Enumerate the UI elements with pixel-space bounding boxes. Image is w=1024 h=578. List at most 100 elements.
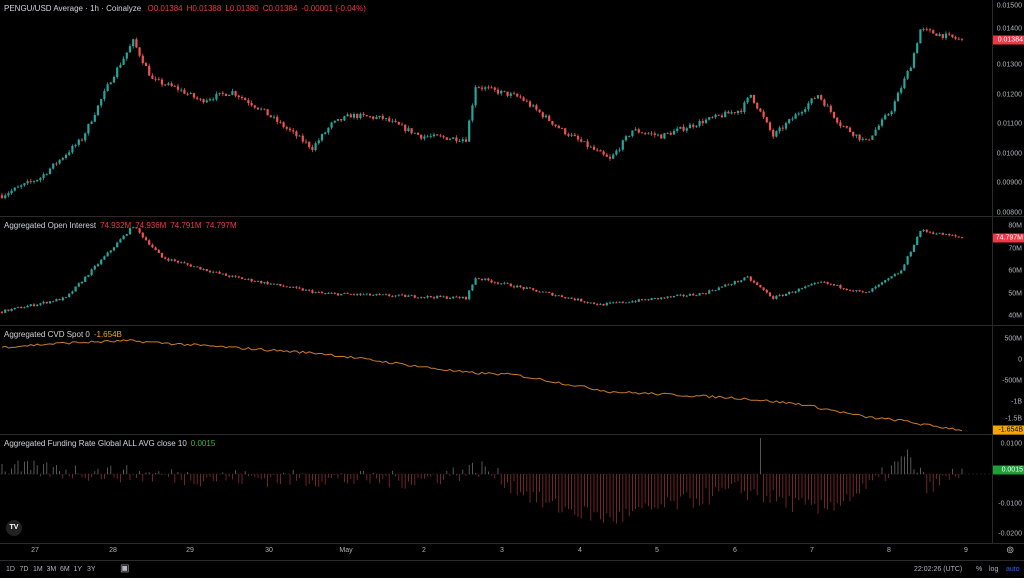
candle (765, 289, 768, 293)
candle (868, 139, 871, 141)
candle (692, 294, 695, 296)
funding-bar (683, 474, 684, 495)
candle (119, 239, 122, 243)
funding-bar (347, 474, 348, 484)
candle (432, 134, 436, 137)
funding-bar (344, 474, 345, 483)
candle (532, 105, 535, 107)
funding-bar (760, 438, 761, 475)
funding-bar (686, 474, 688, 493)
candle (724, 111, 727, 118)
funding-bar (116, 474, 118, 479)
funding-bar (184, 474, 185, 486)
candle (788, 291, 791, 294)
funding-bar (952, 468, 953, 475)
funding-bar (88, 474, 89, 481)
candle (551, 121, 554, 125)
candle (896, 92, 900, 102)
time-axis[interactable]: ⊚ 27 28 29 30 May 2 3 4 5 6 7 8 9 (0, 543, 1024, 561)
calendar-icon[interactable]: ▣ (120, 563, 130, 574)
funding-bar (801, 474, 803, 499)
funding-bar (356, 474, 358, 481)
funding-bar (545, 474, 547, 503)
price-pane[interactable]: PENGU/USD Average · 1h · Coinalyze O0.01… (0, 0, 1024, 217)
candle (45, 173, 48, 175)
candle (634, 301, 637, 303)
settings-icon[interactable]: ⊚ (1006, 545, 1015, 556)
funding-bar (72, 474, 73, 479)
candle (740, 280, 743, 282)
funding-axis[interactable]: 0.0100 -0.0100 -0.0200 0.0015 (992, 435, 1024, 543)
funding-bar (961, 468, 963, 475)
range-button-6M[interactable]: 6M (60, 566, 70, 573)
candle (372, 294, 375, 296)
funding-bar (148, 472, 150, 475)
candle (58, 299, 61, 301)
oi-axis[interactable]: 80M 70M 60M 50M 40M 74.797M (992, 217, 1024, 325)
candle (378, 115, 381, 118)
log-toggle[interactable]: log (989, 566, 999, 573)
funding-bar (472, 462, 473, 475)
funding-bar (318, 474, 320, 488)
candle (951, 235, 954, 237)
candle (682, 126, 685, 131)
funding-pane[interactable]: Aggregated Funding Rate Global ALL AVG c… (0, 435, 1024, 544)
axis-tick-label: 500M (1004, 335, 1022, 343)
candle (516, 93, 519, 97)
price-axis[interactable]: 0.01500 0.01400 0.01300 0.01200 0.01100 0.010… (992, 0, 1024, 217)
range-button-3M[interactable]: 3M (46, 566, 57, 573)
candle (615, 150, 618, 155)
candle (944, 33, 948, 38)
funding-bar (593, 474, 595, 513)
oi-candles (0, 226, 964, 314)
funding-bar (747, 474, 748, 500)
candle (157, 249, 160, 253)
candle (772, 296, 775, 299)
range-button-1D[interactable]: 1D (6, 566, 15, 573)
candle (813, 283, 816, 285)
candle (516, 285, 519, 288)
tradingview-logo[interactable]: TV (6, 520, 22, 536)
funding-bar (830, 474, 832, 503)
candle (503, 282, 506, 284)
range-button-1M[interactable]: 1M (33, 566, 43, 573)
candle (916, 43, 919, 54)
candle (557, 125, 560, 129)
candle (845, 126, 848, 128)
cvd-pane[interactable]: Aggregated CVD Spot 0 -1.654B 500M 0 -500M -… (0, 326, 1024, 435)
candle (196, 266, 199, 268)
auto-toggle[interactable]: auto (1006, 566, 1020, 573)
candle (368, 293, 372, 296)
candle (413, 132, 416, 134)
cvd-axis[interactable]: 500M 0 -500M -1B -1.5B -1.654B (992, 326, 1024, 435)
candle (388, 118, 391, 122)
candle (397, 294, 400, 296)
funding-bar (158, 471, 160, 475)
candle (237, 276, 240, 278)
range-button-3Y[interactable]: 3Y (87, 566, 96, 573)
candle (266, 109, 269, 116)
candle (42, 301, 45, 304)
range-button-7D[interactable]: 7D (19, 566, 29, 573)
funding-bar (689, 474, 691, 499)
funding-bar (862, 474, 864, 484)
funding-bar (24, 461, 25, 475)
candle (324, 132, 327, 135)
candle (960, 237, 964, 239)
candle (356, 114, 359, 118)
candle (944, 234, 948, 235)
candle (132, 227, 135, 229)
percent-toggle[interactable]: % (976, 566, 983, 573)
candle (820, 281, 823, 283)
candle (455, 296, 458, 298)
candle (608, 156, 612, 159)
candle (106, 252, 109, 257)
cvd-legend: Aggregated CVD Spot 0 -1.654B (4, 330, 122, 339)
open-interest-pane[interactable]: Aggregated Open Interest 74.932M 74.936M 74… (0, 217, 1024, 326)
range-button-1Y[interactable]: 1Y (73, 566, 83, 573)
candle (234, 275, 237, 277)
candle (180, 89, 183, 91)
funding-bar (881, 467, 883, 475)
candle (416, 297, 420, 299)
candle (336, 119, 340, 121)
